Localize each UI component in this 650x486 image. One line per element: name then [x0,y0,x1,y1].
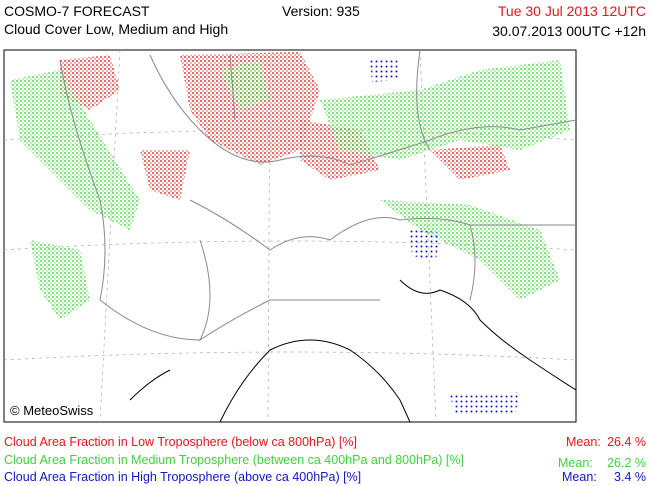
mean-value: 3.4 % [614,470,646,484]
mean-label: Mean: [566,435,601,449]
mean-label: Mean: [558,456,593,470]
high-cloud-areas [370,58,520,415]
legend-label: Cloud Area Fraction in Low Troposphere (… [4,435,357,449]
version: Version: 935 [282,3,360,19]
mean-value: 26.4 % [607,435,646,449]
credit: © MeteoSwiss [10,403,94,418]
mean-value: 26.2 % [607,456,646,470]
mean-label: Mean: [562,470,597,484]
coastlines [129,279,577,423]
subtitle: Cloud Cover Low, Medium and High [4,21,229,37]
valid-time: Tue 30 Jul 2013 12UTC [497,3,646,19]
legend-label: Cloud Area Fraction in Medium Tropospher… [4,453,464,467]
borders [59,49,577,342]
run-time: 30.07.2013 00UTC +12h [492,23,646,39]
title: COSMO-7 FORECAST [4,3,150,19]
graticule [3,49,577,423]
legend-label: Cloud Area Fraction in High Troposphere … [4,470,362,484]
